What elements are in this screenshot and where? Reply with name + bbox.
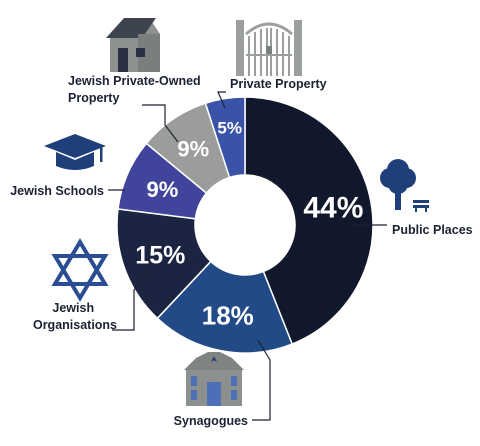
- leader-jewish-private-owned: [142, 104, 179, 143]
- value-label-synagogues: 18%: [202, 300, 254, 330]
- slice-synagogues: [156, 260, 294, 354]
- gate-icon: [236, 20, 302, 76]
- label-jewish-private-owned-property: Jewish Private-Owned Property: [68, 74, 204, 105]
- leader-synagogues: [252, 339, 271, 421]
- value-label-private-property: 5%: [217, 119, 242, 138]
- label-public-places: Public Places: [392, 223, 473, 237]
- leader-jewish-organisations: [112, 269, 151, 331]
- label-private-property: Private Property: [230, 77, 327, 91]
- slice-value-labels: 44% 18% 15% 9% 9% 5%: [135, 119, 363, 331]
- value-label-jewish-private-owned-property: 9%: [177, 136, 209, 161]
- slice-private-property: [204, 96, 246, 179]
- leader-private-property: [217, 91, 226, 109]
- value-label-jewish-organisations: 15%: [135, 241, 185, 269]
- tree-bench-icon: [380, 159, 429, 212]
- house-icon: [106, 18, 160, 72]
- synagogue-icon: [184, 352, 244, 406]
- donut-slices: [116, 96, 374, 354]
- slice-jewish-organisations: [116, 208, 212, 320]
- label-jewish-organisations: Jewish Organisations: [33, 301, 117, 332]
- leader-lines: [108, 91, 387, 421]
- graduation-cap-icon: [44, 134, 106, 170]
- label-jewish-schools: Jewish Schools: [10, 184, 104, 198]
- star-of-david-icon: [51, 238, 109, 302]
- value-label-jewish-schools: 9%: [147, 177, 179, 202]
- label-synagogues: Synagogues: [174, 414, 248, 428]
- value-label-public-places: 44%: [303, 192, 363, 225]
- slice-public-places: [244, 96, 374, 345]
